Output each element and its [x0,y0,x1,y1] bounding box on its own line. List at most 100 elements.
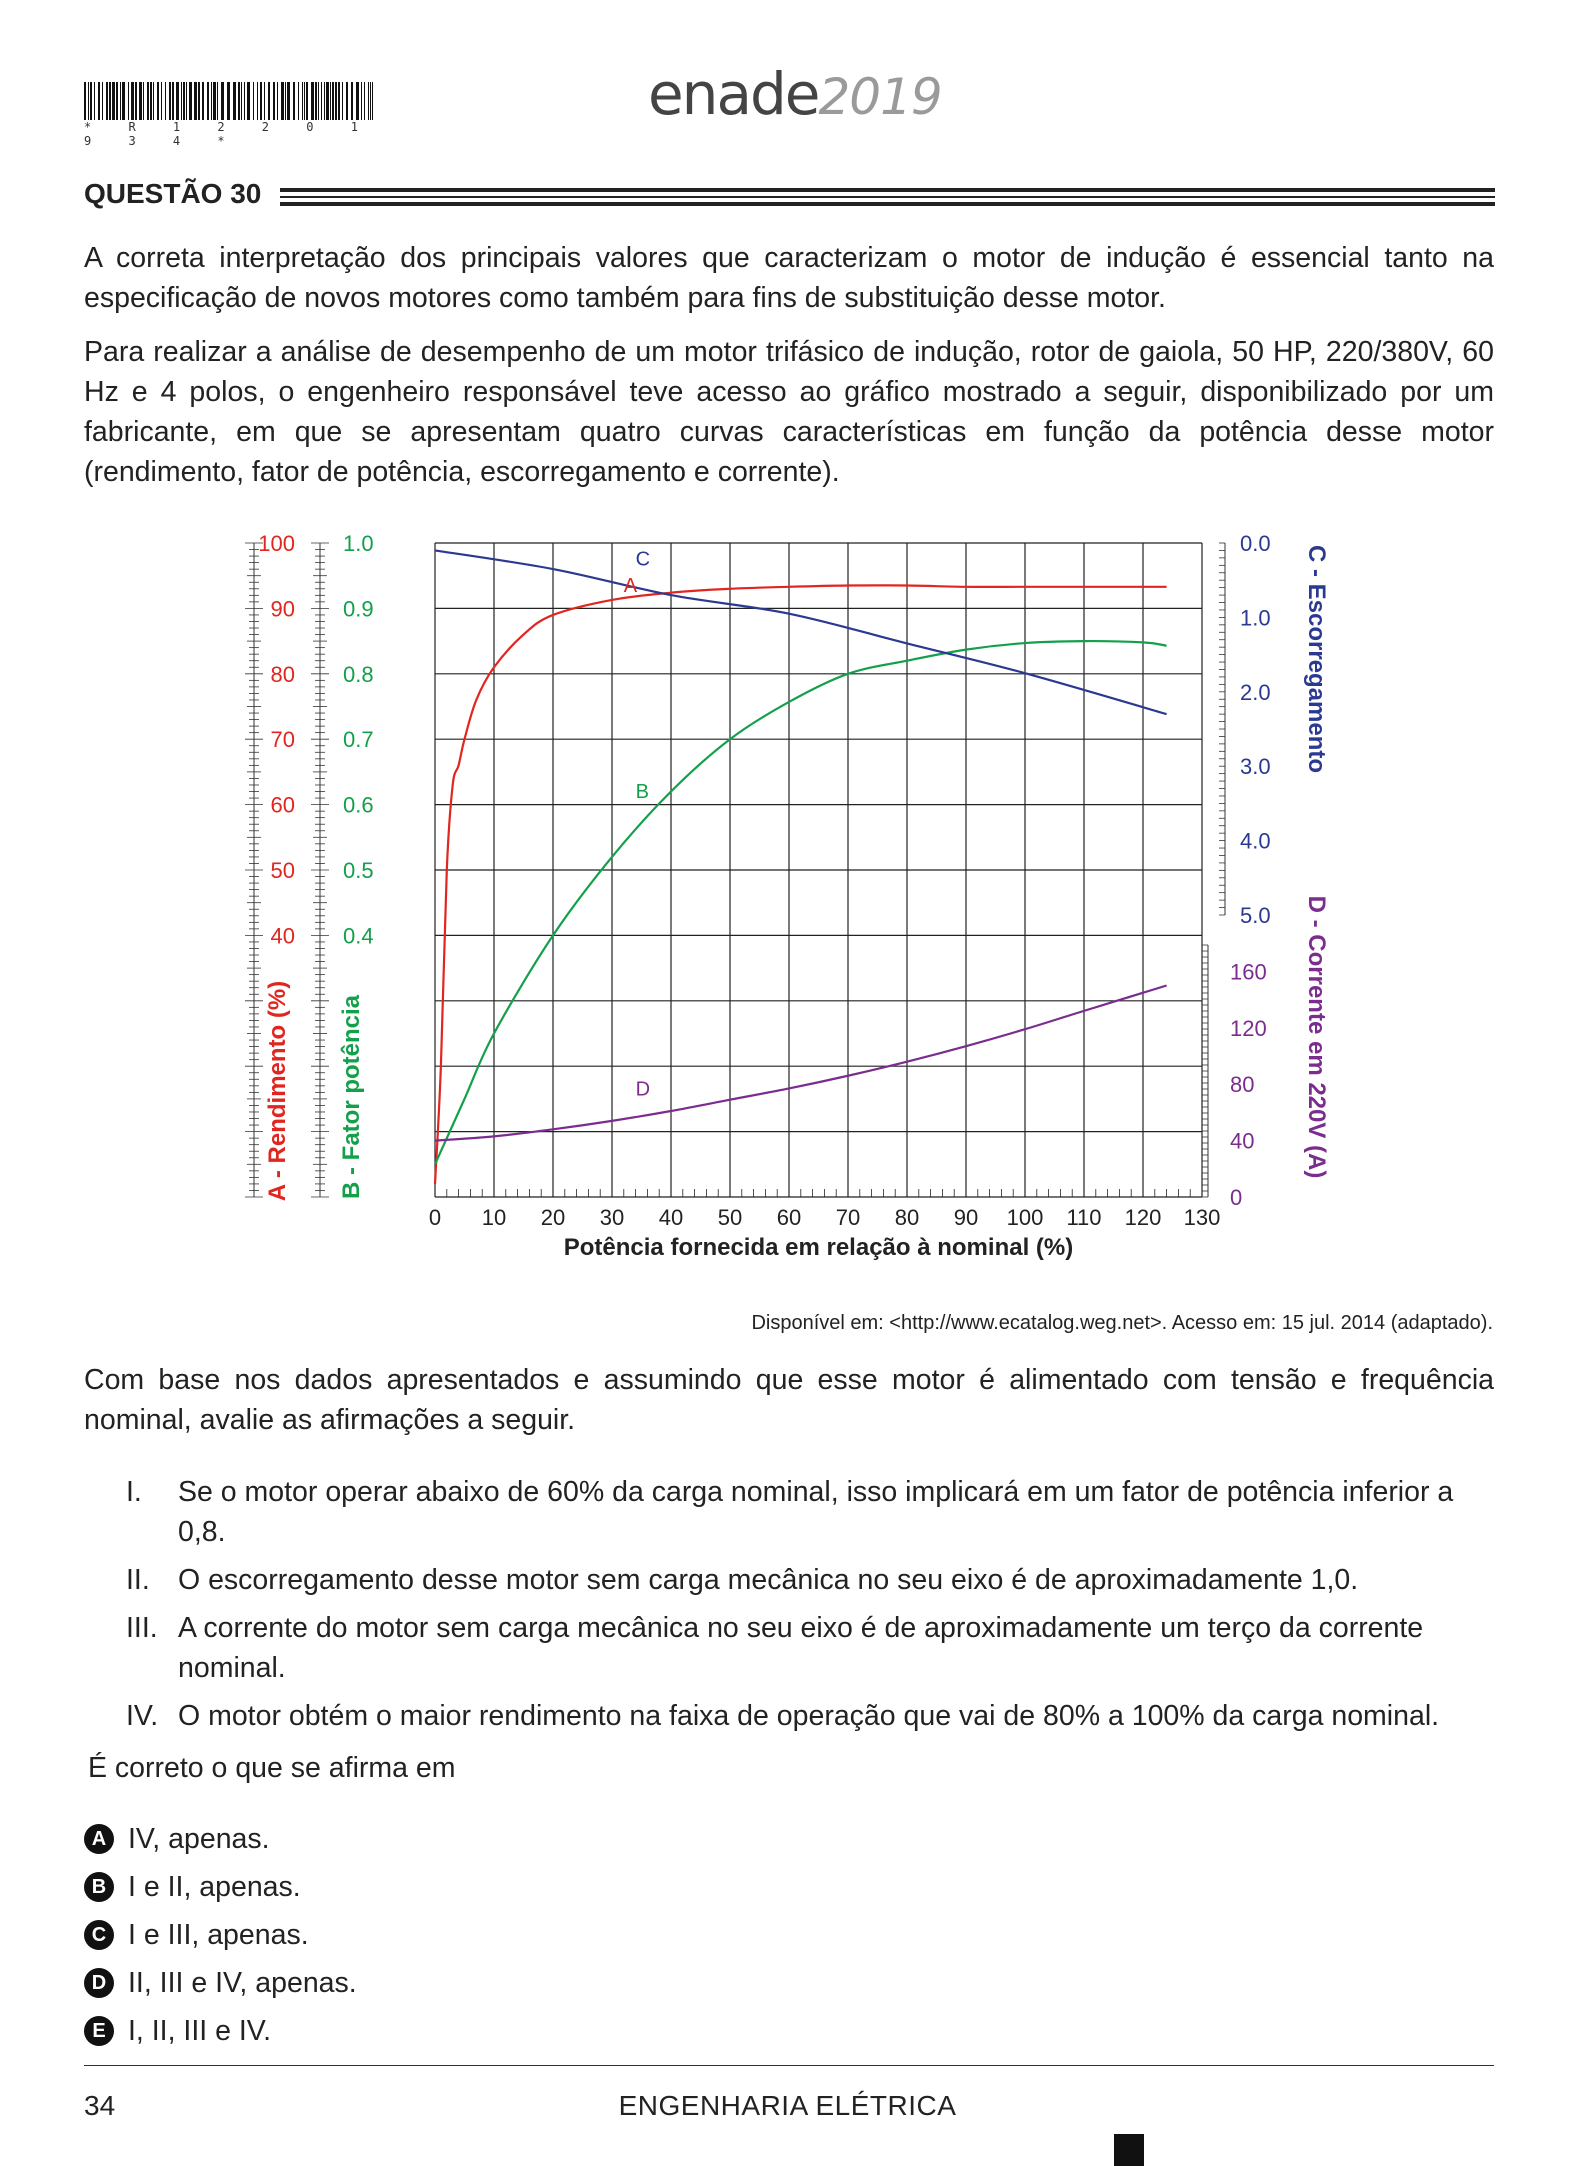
fator-potencia-tick-label: 0.4 [343,923,374,948]
barcode-bar [304,82,305,120]
barcode-bar [202,82,204,120]
barcode-bar [273,82,275,120]
registration-mark [1114,2134,1144,2166]
series-c-line [434,549,1167,716]
rendimento-tick-label: 100 [258,531,295,556]
option-text: IV, apenas. [128,1822,270,1855]
barcode-bar [287,82,290,120]
fator-potencia-tick-label: 0.7 [343,727,374,752]
option-c[interactable]: C I e III, apenas. [84,1911,357,1959]
barcode-bar [150,82,152,120]
curve-label-d: D [636,1078,650,1100]
barcode-bar [102,82,103,120]
option-e[interactable]: E I, II, III e IV. [84,2007,357,2055]
intro-paragraph-1: A correta interpretação dos principais v… [84,242,1494,314]
barcode-bar [257,82,258,120]
x-tick-label: 0 [429,1205,441,1230]
barcode-bar [285,82,286,120]
barcode-bar [264,82,265,120]
statement-number: I. [126,1476,142,1508]
barcode-bar [244,82,245,120]
barcode-bar [318,82,319,120]
escorregamento-axis-title: C - Escorregamento [1303,545,1330,773]
barcode-bar [186,82,187,120]
barcode-bar [88,82,89,120]
motor-characteristics-chart: 1009080706050401.00.90.80.70.60.50.40.01… [245,531,1330,1261]
escorregamento-tick-label: 2.0 [1240,680,1271,705]
series-d-line [434,984,1167,1142]
escorregamento-tick-label: 4.0 [1240,829,1271,854]
barcode-bar [298,82,299,120]
barcode-bar [90,82,92,120]
barcode-bar [161,82,162,120]
barcode-bar [324,82,325,120]
barcode-bar [189,82,192,120]
statement-item: III. A corrente do motor sem carga mecâni… [126,1608,1494,1688]
barcode-bar [361,82,362,120]
fator-potencia-axis-title: B - Fator potência [338,994,365,1199]
barcode-bar [213,82,216,120]
barcode [84,82,373,120]
series-b-line [433,639,1167,1165]
footer-course-name: ENGENHARIA ELÉTRICA [618,2090,957,2121]
statement-text: Se o motor operar abaixo de 60% da carga… [178,1476,1454,1548]
barcode-bar [253,82,254,120]
barcode-bar [247,82,250,120]
barcode-bar [181,82,182,120]
barcode-bar [281,82,284,120]
fator-potencia-tick-label: 0.8 [343,662,374,687]
barcode-bar [98,82,100,120]
x-axis-title: Potência fornecida em relação à nominal … [564,1234,1073,1261]
curve-label-b: B [636,781,649,803]
rendimento-tick-label: 40 [271,923,295,948]
barcode-bar [332,82,334,120]
curve-label-a: A [624,575,638,597]
x-tick-label: 100 [1007,1205,1044,1230]
barcode-bar [139,82,142,120]
x-tick-label: 90 [954,1205,978,1230]
statement-number: II. [126,1564,150,1596]
barcode-bar [172,82,174,120]
option-b[interactable]: B I e II, apenas. [84,1863,357,1911]
barcode-bar [368,82,369,120]
statement-number: III. [126,1612,158,1644]
barcode-bar [211,82,212,120]
option-a[interactable]: A IV, apenas. [84,1815,357,1863]
option-letter-icon: D [84,1968,114,1998]
statement-item: IV. O motor obtém o maior rendimento na f… [126,1696,1494,1736]
fator-potencia-tick-label: 0.6 [343,793,374,818]
series-a-line [433,584,1167,1184]
barcode-bar [198,82,200,120]
barcode-bar [346,82,348,120]
barcode-bar [207,82,209,120]
barcode-bar [233,82,236,120]
barcode-bar [260,82,262,120]
option-d[interactable]: D II, III e IV, apenas. [84,1959,357,2007]
rendimento-tick-label: 90 [271,596,295,621]
barcode-bar [94,82,95,120]
statement-text: O motor obtém o maior rendimento na faix… [178,1700,1440,1732]
barcode-bar [326,82,329,120]
barcode-bar [194,82,197,120]
barcode-bar [221,82,224,120]
x-tick-label: 30 [600,1205,624,1230]
x-tick-label: 130 [1184,1205,1221,1230]
barcode-bar [143,82,144,120]
fator-potencia-tick-label: 0.5 [343,858,374,883]
barcode-bar [120,82,121,120]
barcode-bar [135,82,137,120]
statements-list: I. Se o motor operar abaixo de 60% da car… [126,1472,1494,1744]
x-tick-label: 20 [541,1205,565,1230]
barcode-bar [122,82,125,120]
barcode-bar [311,82,314,120]
barcode-bar [321,82,322,120]
barcode-text: * R 1 2 2 0 1 9 3 4 * [84,120,373,148]
barcode-bar [241,82,242,120]
barcode-bar [128,82,129,120]
barcode-bar [116,82,118,120]
barcode-bar [338,82,340,120]
statement-text: A corrente do motor sem carga mecânica n… [178,1612,1424,1684]
option-letter-icon: E [84,2016,114,2046]
barcode-bar [227,82,230,120]
barcode-bar [147,82,149,120]
